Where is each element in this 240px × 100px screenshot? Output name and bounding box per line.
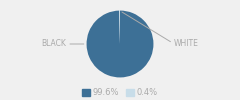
Legend: 99.6%, 0.4%: 99.6%, 0.4%	[79, 85, 161, 100]
Text: WHITE: WHITE	[174, 39, 198, 48]
Wedge shape	[87, 11, 153, 77]
Wedge shape	[119, 11, 120, 44]
Text: BLACK: BLACK	[42, 40, 66, 48]
